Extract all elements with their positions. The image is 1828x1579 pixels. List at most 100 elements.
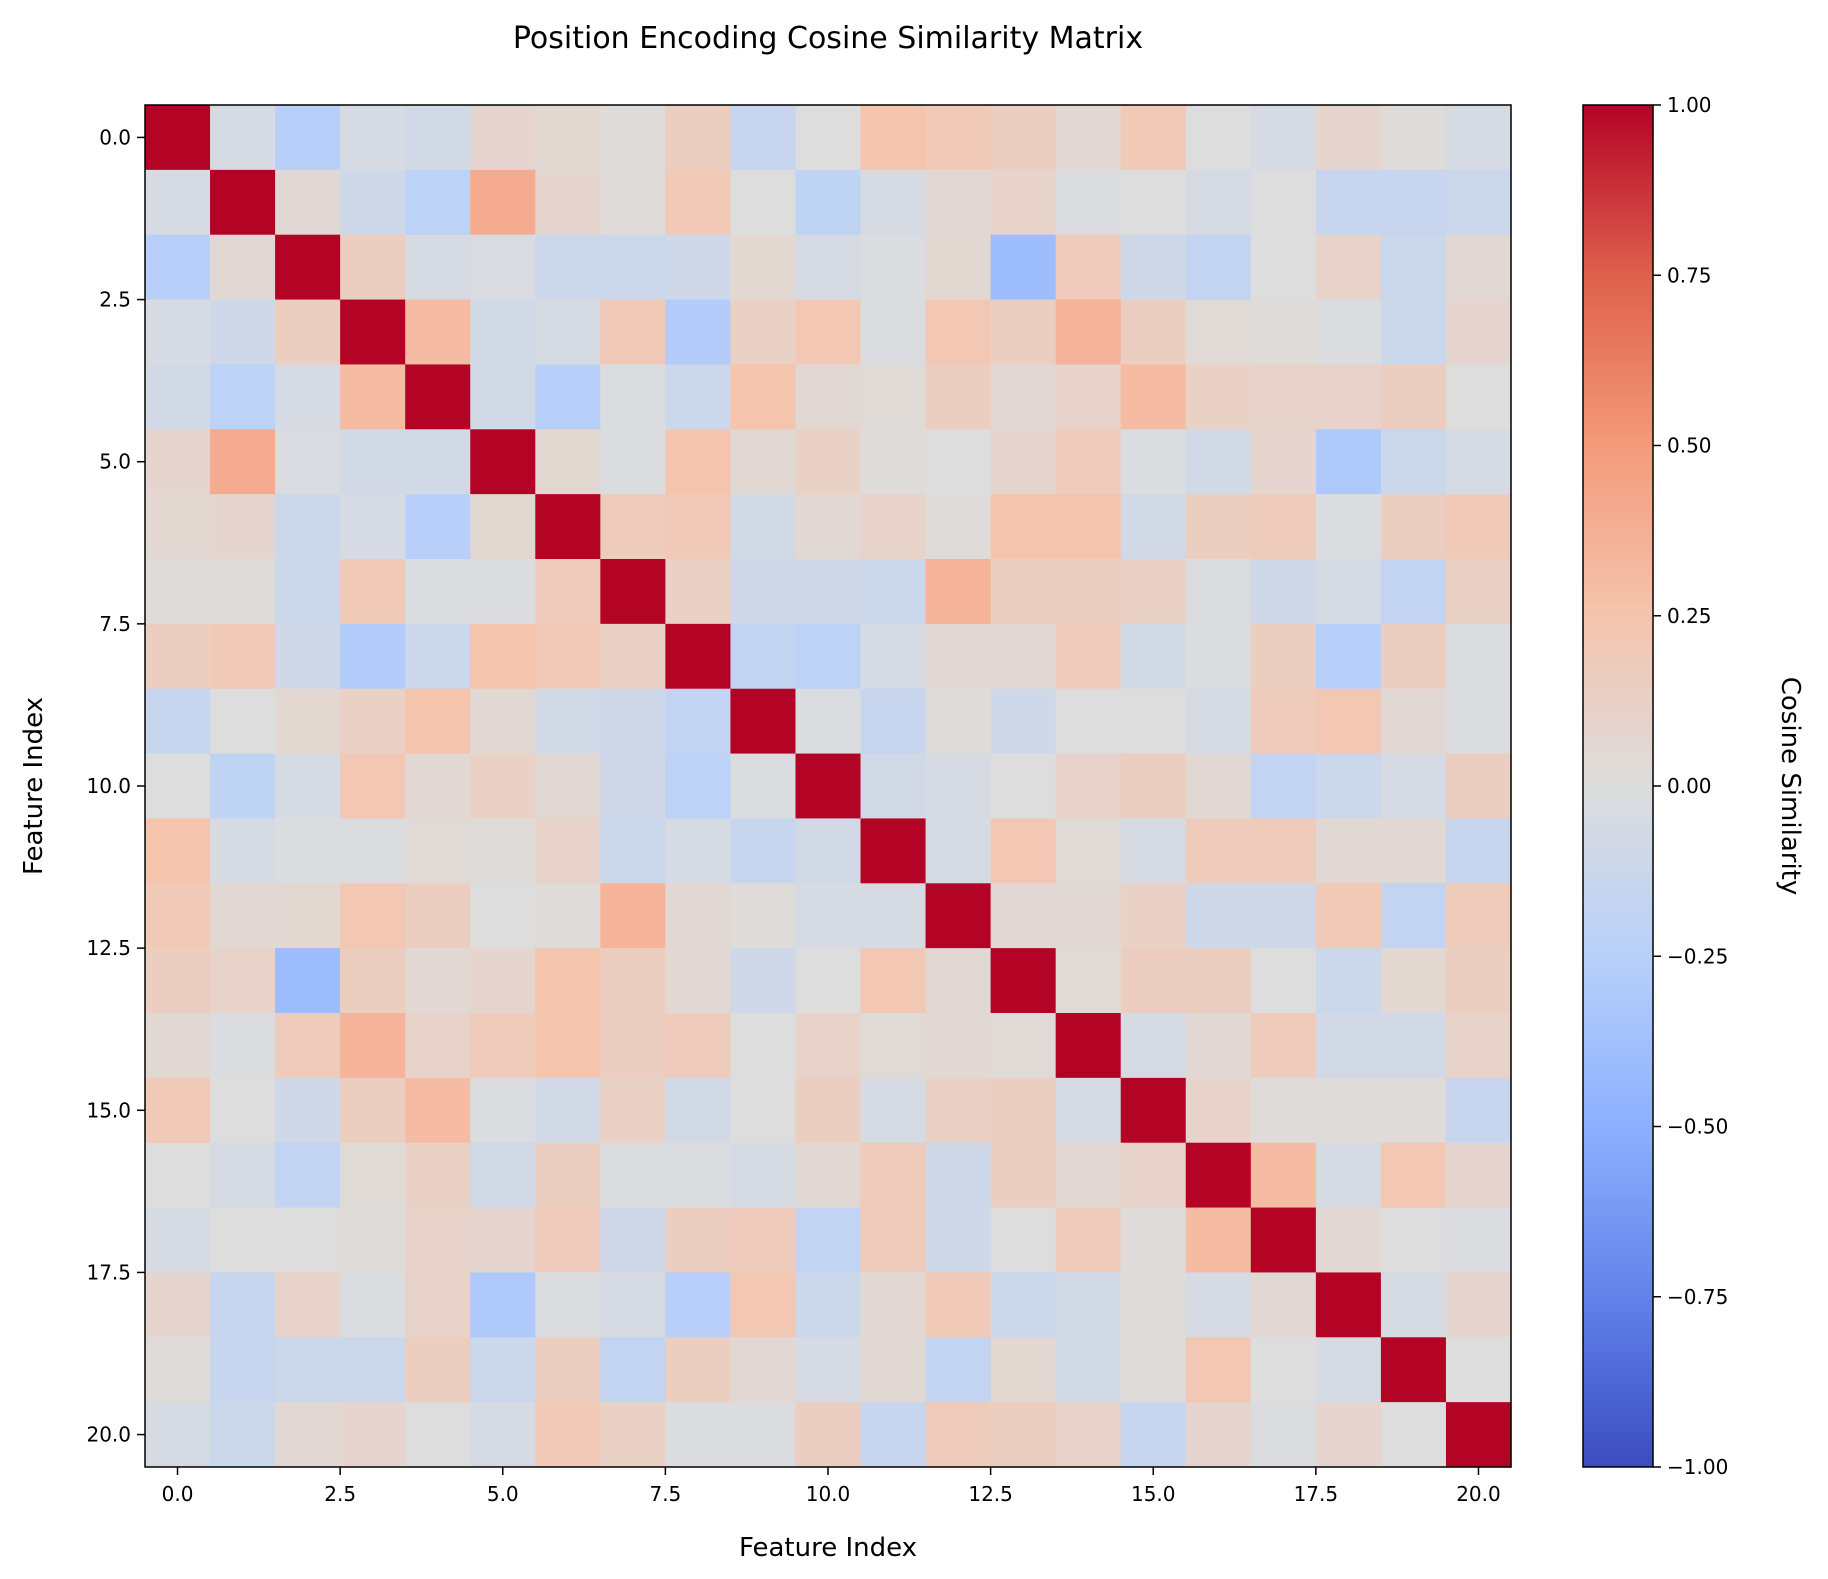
heatmap-cell bbox=[275, 1402, 341, 1468]
heatmap-cell bbox=[1055, 299, 1122, 366]
heatmap-cell bbox=[1185, 429, 1252, 495]
heatmap-cell bbox=[795, 364, 862, 430]
heatmap-cell bbox=[665, 948, 732, 1014]
heatmap-cell bbox=[860, 818, 927, 884]
heatmap-cell bbox=[1250, 429, 1317, 495]
heatmap-cell bbox=[210, 559, 276, 625]
heatmap-cell bbox=[1055, 753, 1122, 820]
heatmap-cell bbox=[145, 948, 211, 1014]
heatmap-cell bbox=[1315, 1077, 1382, 1144]
heatmap-cell bbox=[340, 623, 406, 690]
heatmap-cell bbox=[275, 818, 341, 884]
heatmap-cell bbox=[210, 623, 276, 690]
heatmap-cell bbox=[665, 1142, 732, 1209]
heatmap-cell bbox=[1315, 883, 1382, 949]
heatmap-cell bbox=[1315, 105, 1382, 171]
heatmap-cell bbox=[340, 1142, 406, 1209]
heatmap-cell bbox=[145, 559, 211, 625]
heatmap-cell bbox=[1055, 105, 1122, 171]
heatmap-cell bbox=[340, 429, 406, 495]
colorbar-label: Cosine Similarity bbox=[1775, 677, 1805, 896]
heatmap-cell bbox=[600, 1402, 666, 1468]
heatmap-cell bbox=[665, 299, 732, 366]
heatmap-cell bbox=[1250, 688, 1317, 755]
heatmap-cell bbox=[275, 1272, 341, 1338]
heatmap-cell bbox=[600, 105, 666, 171]
heatmap-cell bbox=[730, 105, 797, 171]
heatmap-cell bbox=[1185, 623, 1252, 690]
heatmap-cell bbox=[210, 753, 276, 820]
heatmap-cell bbox=[1185, 1207, 1252, 1274]
heatmap-cell bbox=[1445, 299, 1512, 366]
heatmap-cell bbox=[405, 1142, 471, 1209]
heatmap-cell bbox=[275, 1207, 341, 1274]
heatmap-cell bbox=[1380, 105, 1447, 171]
heatmap-cell bbox=[1250, 559, 1317, 625]
heatmap-cell bbox=[470, 1337, 536, 1403]
heatmap-cell bbox=[730, 818, 797, 884]
heatmap-cell bbox=[1445, 1272, 1512, 1338]
x-tick-label: 15.0 bbox=[1131, 1482, 1176, 1506]
heatmap-cell bbox=[405, 688, 471, 755]
heatmap-cell bbox=[860, 948, 927, 1014]
heatmap-cell bbox=[535, 234, 601, 301]
heatmap-cell bbox=[795, 818, 862, 884]
heatmap-cell bbox=[340, 948, 406, 1014]
heatmap-cell bbox=[1185, 494, 1252, 560]
heatmap-cell bbox=[1055, 429, 1122, 495]
heatmap-cell bbox=[210, 169, 276, 236]
heatmap-cell bbox=[1250, 1077, 1317, 1144]
heatmap-cell bbox=[990, 429, 1057, 495]
chart-title: Position Encoding Cosine Similarity Matr… bbox=[513, 21, 1143, 56]
heatmap-cell bbox=[600, 299, 666, 366]
heatmap-cell bbox=[795, 1077, 862, 1144]
heatmap-cell bbox=[340, 688, 406, 755]
heatmap-cell bbox=[535, 1272, 601, 1338]
heatmap-cell bbox=[405, 1272, 471, 1338]
heatmap-cell bbox=[1250, 948, 1317, 1014]
heatmap-cell bbox=[340, 883, 406, 949]
heatmap-cell bbox=[990, 234, 1057, 301]
heatmap-cell bbox=[1315, 818, 1382, 884]
heatmap-cell bbox=[730, 948, 797, 1014]
heatmap-cell bbox=[1185, 688, 1252, 755]
heatmap-cell bbox=[340, 753, 406, 820]
heatmap-cell bbox=[600, 818, 666, 884]
heatmap-cell bbox=[1445, 948, 1512, 1014]
heatmap-cell bbox=[665, 105, 732, 171]
heatmap-cell bbox=[860, 559, 927, 625]
heatmap-cell bbox=[275, 623, 341, 690]
heatmap-cell bbox=[1055, 1402, 1122, 1468]
heatmap-cell bbox=[925, 1402, 992, 1468]
heatmap-cell bbox=[210, 429, 276, 495]
heatmap-cell bbox=[470, 753, 536, 820]
heatmap-cell bbox=[600, 883, 666, 949]
heatmap-cell bbox=[405, 364, 471, 430]
heatmap-cell bbox=[1445, 559, 1512, 625]
heatmap-cell bbox=[340, 559, 406, 625]
heatmap-cell bbox=[1185, 948, 1252, 1014]
heatmap-cell bbox=[1250, 1337, 1317, 1403]
heatmap-cell bbox=[600, 753, 666, 820]
heatmap-cell bbox=[145, 1337, 211, 1403]
heatmap-cell bbox=[730, 623, 797, 690]
heatmap-cell bbox=[795, 1337, 862, 1403]
heatmap-cell bbox=[535, 948, 601, 1014]
heatmap-cell bbox=[1380, 364, 1447, 430]
heatmap-cell bbox=[1250, 105, 1317, 171]
heatmap-cell bbox=[145, 494, 211, 560]
heatmap-cell bbox=[860, 1207, 927, 1274]
heatmap-cell bbox=[340, 299, 406, 366]
heatmap-cell bbox=[925, 559, 992, 625]
y-axis-label: Feature Index bbox=[19, 697, 49, 875]
heatmap-cell bbox=[470, 1142, 536, 1209]
heatmap-cell bbox=[470, 234, 536, 301]
heatmap-cell bbox=[1055, 169, 1122, 236]
heatmap-cell bbox=[275, 1077, 341, 1144]
heatmap-cell bbox=[795, 105, 862, 171]
heatmap-cell bbox=[1445, 1207, 1512, 1274]
heatmap-cell bbox=[1120, 169, 1187, 236]
heatmap-cell bbox=[1185, 105, 1252, 171]
heatmap-cell bbox=[1120, 364, 1187, 430]
heatmap-cell bbox=[405, 169, 471, 236]
